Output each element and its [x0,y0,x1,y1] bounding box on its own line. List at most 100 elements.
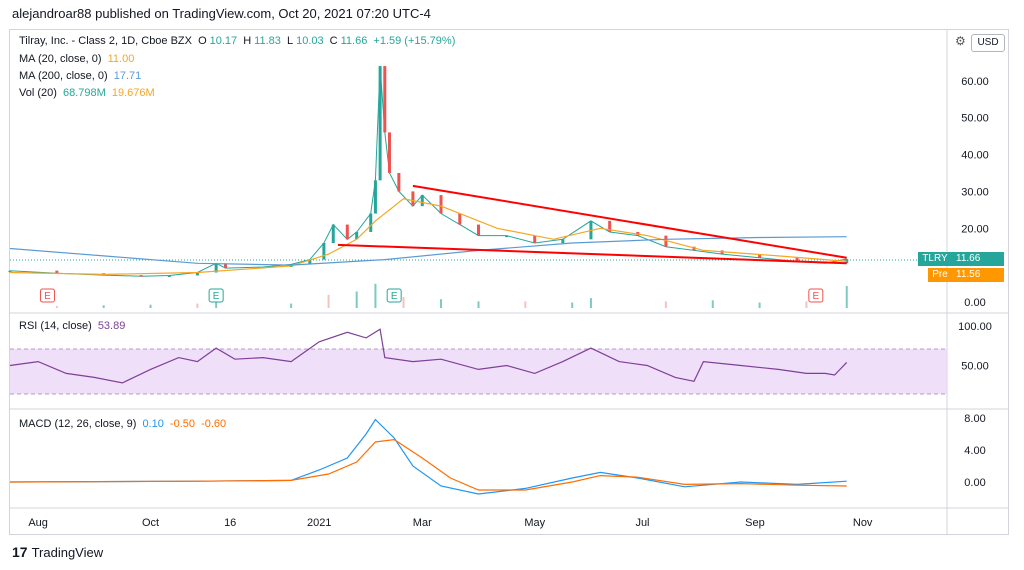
volume-bar [589,298,592,308]
earnings-marker: E [808,288,824,303]
close-value: 11.66 [340,35,368,47]
volume-bar [845,286,848,308]
rsi-tick: 100.00 [958,321,992,333]
volume-bar [327,294,330,308]
candle [758,254,762,258]
ma20-value: 11.00 [107,53,135,65]
earnings-marker-box [386,288,402,303]
currency-button[interactable]: USD [971,34,1005,52]
gear-icon[interactable]: ⚙ [955,34,966,48]
ma200-value: 17.71 [113,70,142,82]
price-tick: 20.00 [961,223,989,235]
pre-price-tag: 11.56 [952,268,1004,282]
volume-bar [664,301,667,308]
candle [55,270,59,274]
x-tick: 16 [224,517,236,529]
volume-bar [55,305,58,308]
ma20-line [9,198,847,276]
candle [308,259,312,265]
earnings-marker: E [39,288,55,303]
earnings-marker: E [386,288,402,303]
high-value: 11.83 [254,35,281,47]
macd-series [9,418,847,495]
rsi-series [9,328,848,384]
candle [373,180,377,214]
earnings-marker-box [808,288,824,303]
rsi-value: 53.89 [97,320,126,332]
candle [331,224,335,244]
earnings-marker-box [39,288,55,303]
earnings-marker-label: E [391,291,398,302]
vol-legend: Vol (20) 68.798M 19.676M [19,87,155,99]
earnings-marker-box [208,288,224,303]
macd-value: 0.10 [142,418,164,430]
last-price-tag: 11.66 [952,252,1004,266]
candle [355,231,359,240]
candle [397,172,401,192]
volume-bar [711,300,714,308]
volume-bar [102,305,105,308]
x-tick: Jul [635,517,649,529]
candle [167,275,171,277]
pre-label-tag: Pre [928,268,952,282]
price-tick: 0.00 [964,297,985,309]
publish-header: alejandroar88 published on TradingView.c… [12,6,431,21]
price-tick: 60.00 [961,76,989,88]
candle [322,243,326,260]
candle [411,191,415,207]
candle [8,270,12,273]
earnings-marker-label: E [44,291,51,302]
candle [533,235,537,244]
change-value: +1.59 (+15.79%) [373,35,456,47]
rsi-legend: RSI (14, close) 53.89 [19,320,126,332]
candle [439,195,443,214]
volume-bar [402,297,405,308]
earnings-marker-label: E [213,291,220,302]
price-tick: 40.00 [961,150,989,162]
x-tick: May [524,517,545,529]
tradingview-logo-icon: 17 [12,544,28,560]
earnings-marker-label: E [812,291,819,302]
volume-bar [758,302,761,308]
volume-bar [571,302,574,308]
volume-bars [55,283,848,308]
volume-bar [374,283,377,308]
rsi-line [9,328,848,384]
ticker-tag: TLRY [918,252,952,266]
price-tick: 30.00 [961,186,989,198]
candle [378,66,382,181]
volume-bar [149,304,152,308]
candle [664,235,668,247]
signal-line [9,438,847,491]
symbol-legend: Tilray, Inc. - Class 2, 1D, Cboe BZX O 10… [19,35,456,47]
x-tick: Aug [28,517,48,529]
ma200-line [9,236,847,266]
ma20-legend: MA (20, close, 0) 11.00 [19,53,135,65]
x-tick: Mar [413,517,432,529]
price-tick: 50.00 [961,113,989,125]
footer-brand[interactable]: 17 TradingView [12,544,103,560]
chart-frame[interactable] [9,29,1009,535]
volume-bar [355,291,358,308]
candle [420,195,424,207]
open-value: 10.17 [209,35,238,47]
rsi-band [10,349,947,394]
price-series [8,66,849,277]
candle [608,220,612,232]
candle [561,239,565,244]
earnings-marker: E [208,288,224,303]
brand-name: TradingView [31,544,104,560]
macd-tick: 0.00 [964,477,985,489]
macd-tick: 8.00 [964,413,985,425]
macd-line [9,418,847,495]
candle [505,235,509,238]
macd-legend: MACD (12, 26, close, 9) 0.10 -0.50 -0.60 [19,418,227,430]
volume-bar [440,299,443,308]
hist-value: -0.60 [201,418,227,430]
candle [387,132,391,173]
vol-value: 68.798M [62,87,106,99]
candle [795,257,799,262]
macd-tick: 4.00 [964,445,985,457]
